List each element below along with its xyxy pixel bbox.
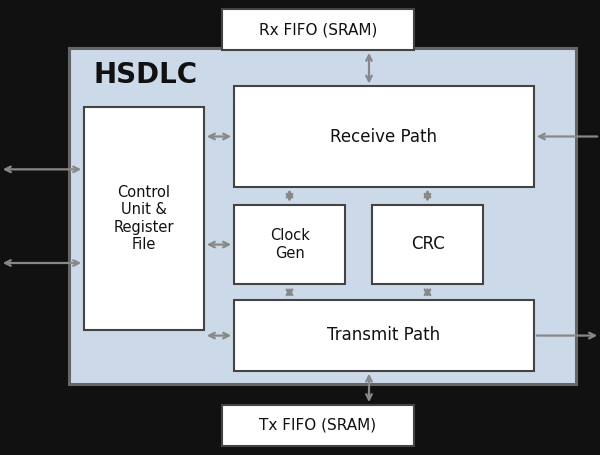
Bar <box>222 9 414 50</box>
Text: Receive Path: Receive Path <box>331 127 437 146</box>
Bar <box>222 405 414 446</box>
Text: Control
Unit &
Register
File: Control Unit & Register File <box>114 185 174 252</box>
Text: Rx FIFO (SRAM): Rx FIFO (SRAM) <box>259 22 377 37</box>
Bar <box>69 48 576 384</box>
Bar <box>84 107 204 330</box>
Text: Transmit Path: Transmit Path <box>328 326 440 344</box>
Bar <box>234 205 345 284</box>
Text: CRC: CRC <box>411 235 445 253</box>
Bar <box>234 300 534 371</box>
Text: Clock
Gen: Clock Gen <box>270 228 310 261</box>
Text: Tx FIFO (SRAM): Tx FIFO (SRAM) <box>259 418 377 433</box>
Bar <box>372 205 483 284</box>
Text: HSDLC: HSDLC <box>93 61 197 89</box>
Bar <box>234 86 534 187</box>
